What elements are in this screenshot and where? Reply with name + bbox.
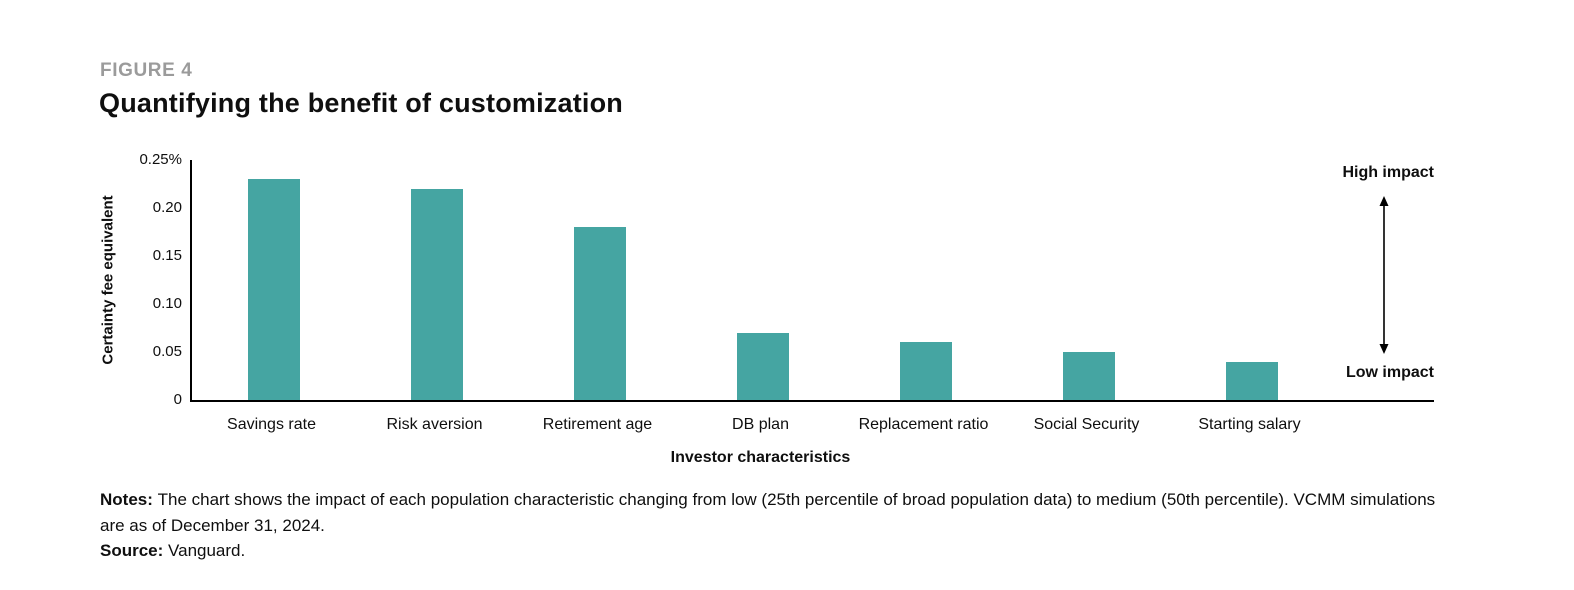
high-impact-label: High impact	[1342, 164, 1434, 181]
bar	[573, 227, 626, 400]
x-tick-label: Replacement ratio	[858, 416, 989, 433]
x-axis-title: Investor characteristics	[670, 449, 851, 466]
y-tick-label: 0.25%	[139, 151, 182, 168]
y-tick-label: 0	[173, 391, 182, 408]
bar	[1062, 352, 1115, 400]
plot-area: High impact Low impact 0.25% 0.20 0.15 0.10…	[139, 151, 1434, 408]
bar	[736, 332, 789, 400]
x-tick-label: Social Security	[1033, 416, 1140, 433]
x-tick-label: DB plan	[732, 416, 789, 433]
notes-text: Notes: The chart shows the impact of eac…	[100, 487, 1445, 539]
x-tick-label: Risk aversion	[386, 416, 483, 433]
y-tick-label: 0.20	[152, 199, 182, 216]
bar	[410, 188, 463, 400]
source-label: Source:	[100, 541, 169, 560]
bar	[899, 342, 952, 400]
x-tick-label: Savings rate	[227, 416, 316, 433]
x-tick-labels: Savings rate Risk aversion Retirement age D…	[190, 416, 1331, 440]
chart-title: Quantifying the benefit of customization	[99, 88, 623, 118]
y-tick-label: 0.05	[152, 343, 182, 360]
bar	[1225, 361, 1278, 400]
source-text: Source: Vanguard.	[100, 541, 245, 561]
bar	[247, 179, 300, 400]
x-tick-label: Retirement age	[542, 416, 653, 433]
x-tick-label: Starting salary	[1198, 416, 1301, 433]
source-body: Vanguard.	[168, 541, 246, 560]
impact-arrow-icon	[1379, 196, 1389, 354]
y-tick-label: 0.10	[152, 295, 182, 312]
figure-label: FIGURE 4	[100, 60, 193, 81]
notes-label: Notes:	[100, 490, 158, 509]
y-axis-label: Certainty fee equivalent	[99, 195, 117, 365]
y-tick-label: 0.15	[152, 247, 182, 264]
low-impact-label: Low impact	[1345, 364, 1434, 381]
notes-body: The chart shows the impact of each popul…	[100, 490, 1436, 535]
